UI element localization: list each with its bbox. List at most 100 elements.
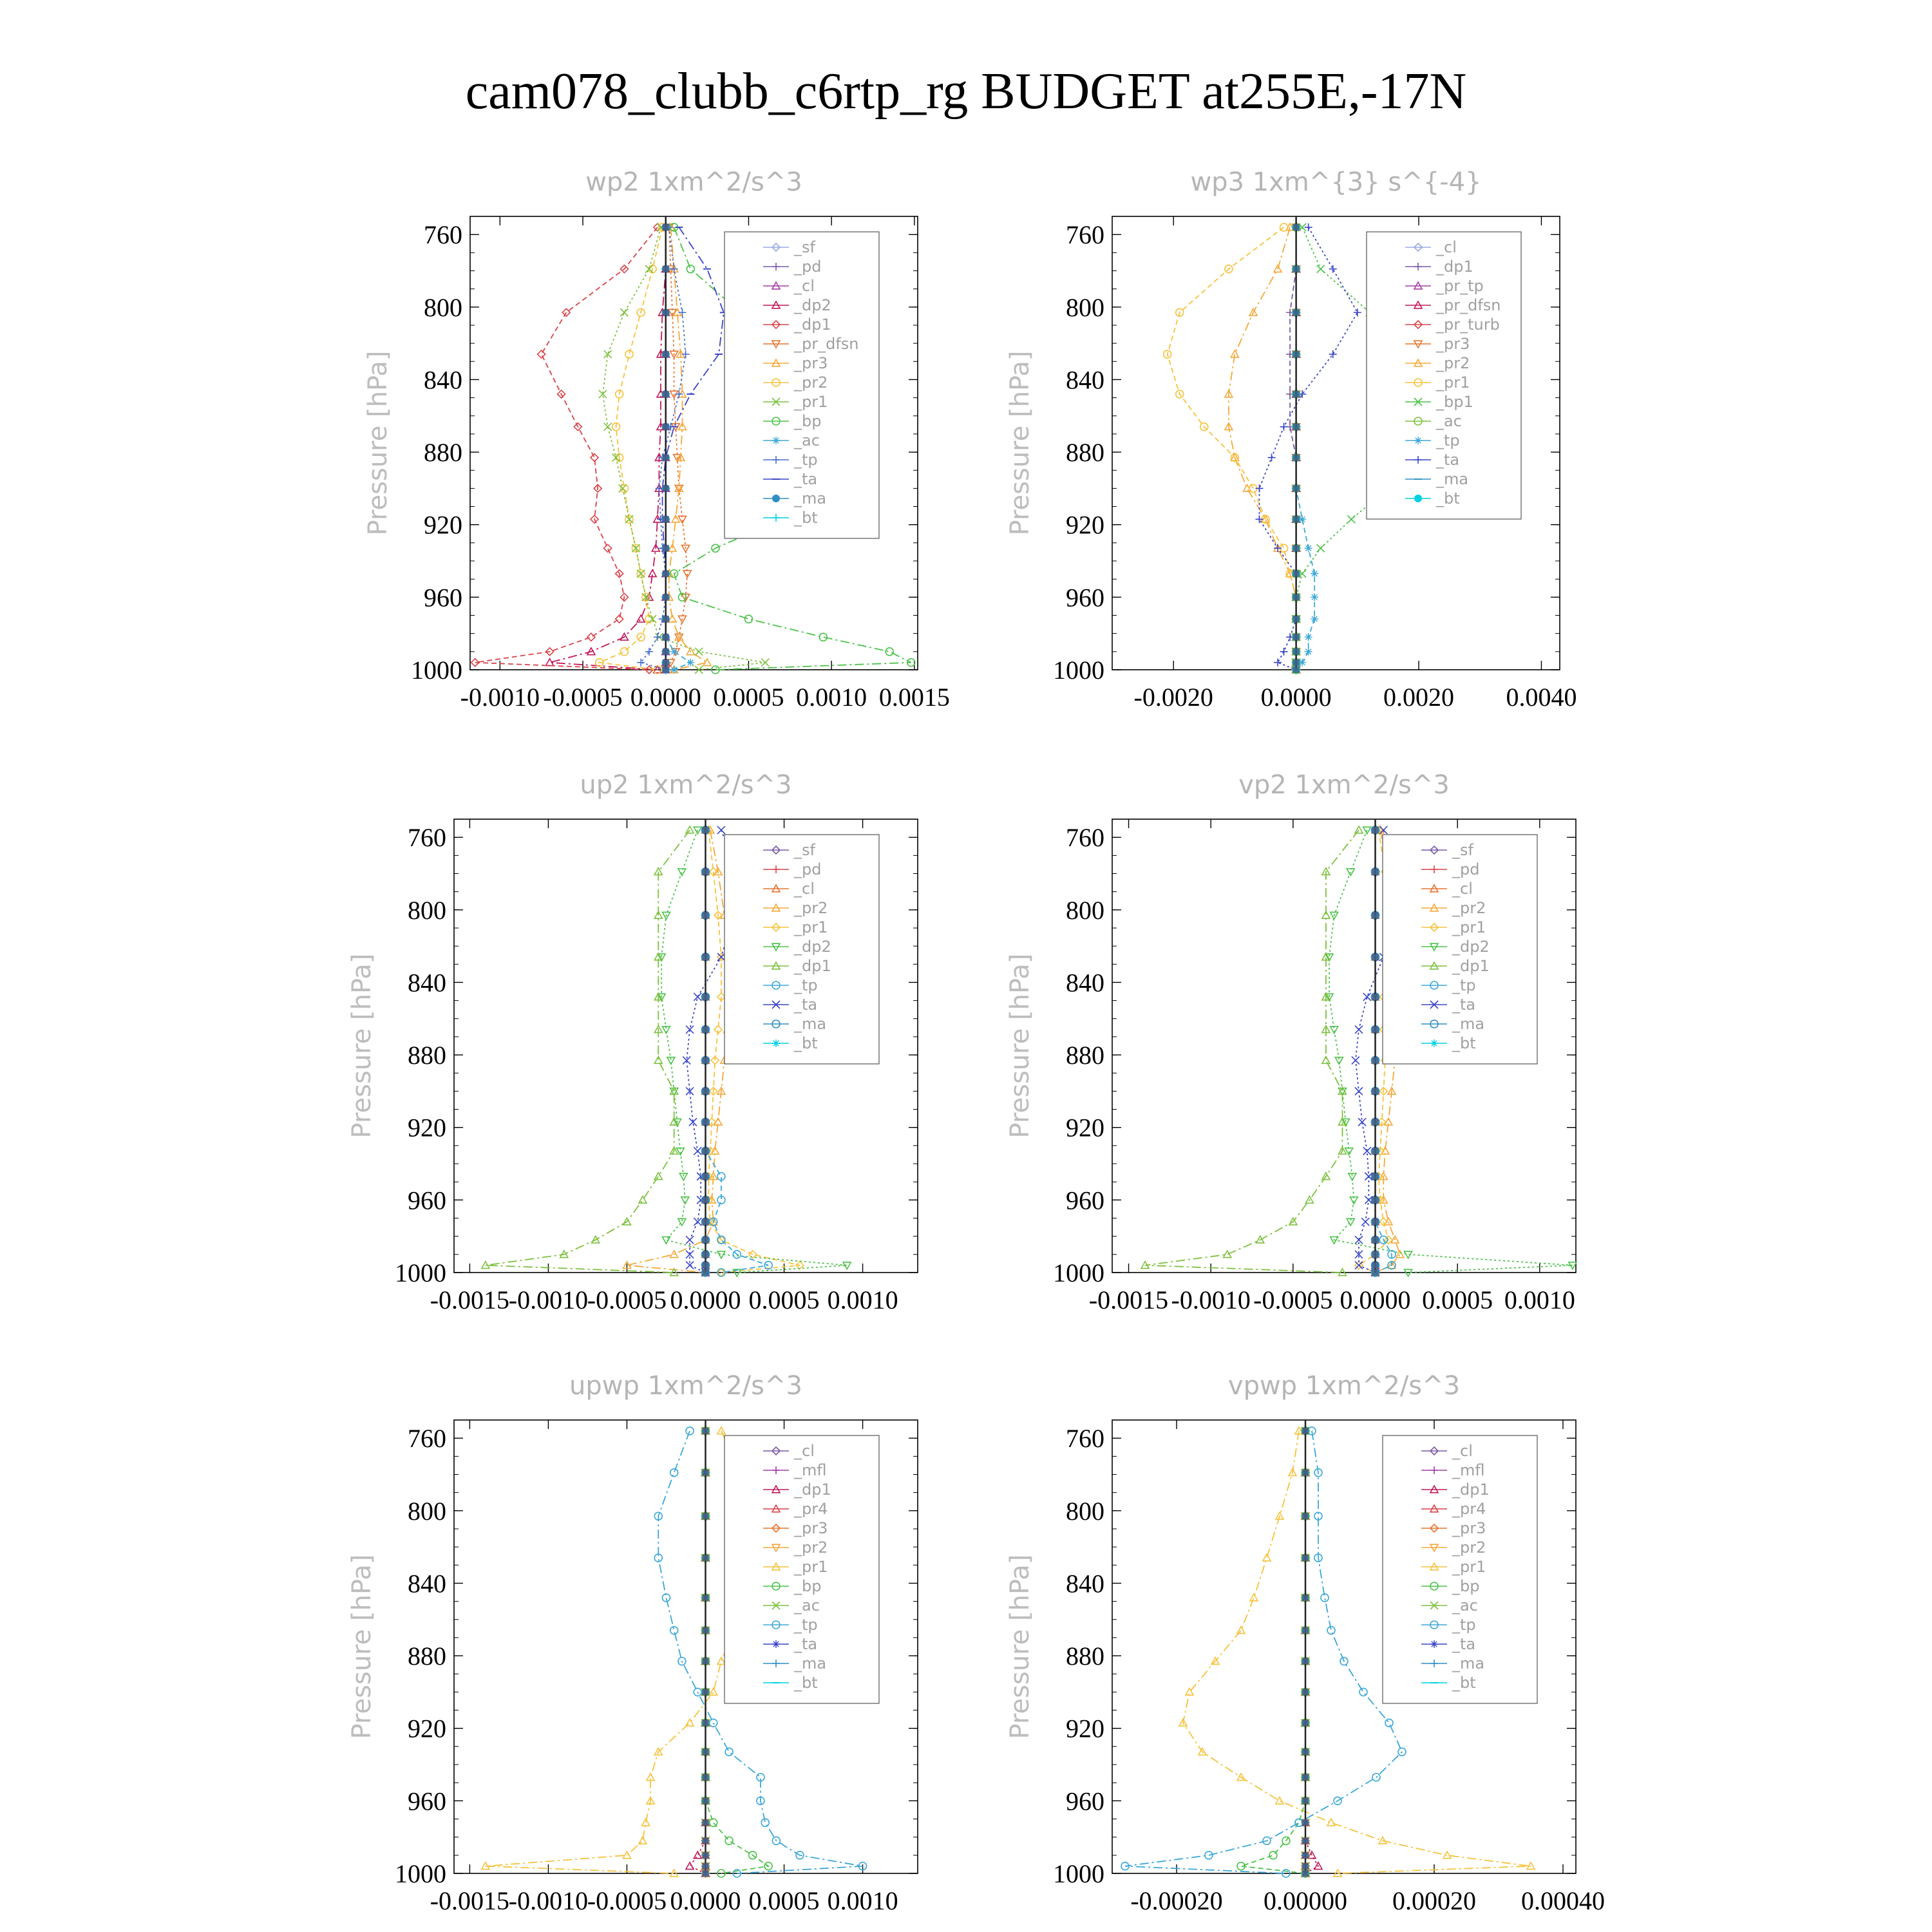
legend-marker bbox=[1413, 242, 1423, 252]
data-point bbox=[694, 665, 703, 674]
y-tick-label: 1000 bbox=[411, 656, 462, 685]
y-tick-label: 1000 bbox=[1053, 656, 1104, 685]
data-point bbox=[1329, 1026, 1340, 1035]
x-tick-label: -0.0010 bbox=[509, 1886, 588, 1915]
data-point bbox=[645, 647, 653, 656]
bt-marker bbox=[1372, 993, 1379, 1000]
data-point bbox=[1311, 593, 1319, 601]
data-point bbox=[636, 614, 646, 623]
bt-marker bbox=[662, 423, 669, 430]
data-point bbox=[1334, 1056, 1344, 1066]
data-point bbox=[667, 543, 677, 552]
data-point bbox=[653, 1171, 663, 1180]
x-tick-label: -0.0020 bbox=[1134, 683, 1213, 712]
bt-marker bbox=[1372, 1026, 1379, 1033]
data-point bbox=[620, 592, 629, 602]
data-point bbox=[1304, 223, 1312, 231]
data-point bbox=[685, 1861, 695, 1870]
legend-marker bbox=[772, 1039, 780, 1047]
data-point bbox=[589, 515, 600, 524]
bt-marker bbox=[1372, 1269, 1379, 1276]
series-tp bbox=[1121, 1426, 1406, 1878]
data-point bbox=[686, 264, 696, 274]
data-point bbox=[1327, 1625, 1336, 1635]
data-point bbox=[1397, 1747, 1406, 1757]
bt-marker bbox=[662, 667, 669, 673]
legend-marker bbox=[1430, 1019, 1439, 1028]
legend-marker bbox=[1429, 1562, 1439, 1571]
legend-label: _ma bbox=[1452, 1654, 1484, 1672]
data-point bbox=[678, 308, 687, 317]
data-point bbox=[685, 1235, 694, 1244]
data-point bbox=[681, 544, 690, 553]
bt-marker bbox=[1293, 659, 1300, 666]
bt-marker bbox=[1302, 1658, 1309, 1665]
data-point bbox=[653, 992, 663, 1001]
legend-marker bbox=[1429, 884, 1439, 893]
plot-frame bbox=[469, 216, 918, 670]
data-point bbox=[653, 867, 663, 876]
data-point bbox=[1313, 1861, 1323, 1870]
data-point bbox=[1344, 1147, 1354, 1156]
data-point bbox=[622, 1850, 632, 1859]
bt-marker bbox=[702, 1748, 709, 1756]
data-point bbox=[1280, 647, 1288, 656]
data-point bbox=[1387, 1260, 1396, 1270]
legend-label: _tp bbox=[793, 1616, 818, 1634]
x-tick-label: -0.0005 bbox=[587, 1285, 667, 1314]
legend-marker bbox=[1414, 397, 1423, 406]
legend-label: _pr_tp bbox=[1435, 277, 1484, 295]
data-point bbox=[1236, 1625, 1246, 1634]
data-point bbox=[1354, 1260, 1364, 1270]
y-tick-label: 840 bbox=[1066, 968, 1104, 997]
y-tick-label: 1000 bbox=[395, 1859, 446, 1888]
legend-label: _cl bbox=[793, 277, 815, 295]
bt-marker bbox=[702, 1870, 709, 1877]
x-tick-label: 0.00000 bbox=[1264, 1886, 1347, 1915]
data-point bbox=[670, 514, 681, 523]
data-point bbox=[677, 422, 687, 431]
legend-label: _cl bbox=[793, 1442, 815, 1460]
data-point bbox=[677, 592, 687, 602]
legend-label: _pr_dfsn bbox=[793, 335, 859, 353]
data-point bbox=[1230, 452, 1240, 462]
y-tick-label: 960 bbox=[1066, 1786, 1104, 1815]
x-tick-label: 0.0005 bbox=[1422, 1285, 1493, 1314]
data-point bbox=[1280, 422, 1288, 431]
legend-marker bbox=[1430, 1039, 1438, 1047]
data-point bbox=[636, 569, 645, 578]
legend-label: _pr4 bbox=[1452, 1500, 1486, 1518]
series-dp1 bbox=[1140, 825, 1364, 1276]
legend-marker bbox=[771, 943, 781, 952]
legend-marker bbox=[1413, 358, 1423, 367]
data-point bbox=[764, 1861, 773, 1871]
legend-marker bbox=[772, 1660, 780, 1667]
data-point bbox=[680, 1196, 690, 1206]
panels: wp2 1xm^2/s^3 Pressure [hPa] 760 800 840 880 9… bbox=[347, 167, 1605, 1915]
data-point bbox=[672, 1118, 682, 1127]
data-point bbox=[631, 544, 641, 553]
x-tick-label: 0.0005 bbox=[749, 1886, 820, 1915]
series-line bbox=[485, 1430, 753, 1874]
data-point bbox=[1321, 952, 1331, 961]
data-point bbox=[1230, 453, 1240, 462]
data-point bbox=[1282, 1836, 1291, 1846]
y-tick-label: 800 bbox=[1066, 293, 1104, 322]
legend-label: _dp1 bbox=[793, 316, 831, 334]
legend-label: _pr2 bbox=[793, 374, 828, 392]
data-point bbox=[622, 1217, 632, 1226]
data-point bbox=[1316, 265, 1325, 274]
bt-marker bbox=[1372, 1262, 1379, 1269]
data-point bbox=[480, 1861, 491, 1870]
bt-marker bbox=[1302, 1748, 1309, 1756]
legend-marker bbox=[771, 358, 781, 367]
x-tick-label: 0.0000 bbox=[1340, 1285, 1411, 1314]
data-point bbox=[1329, 350, 1337, 359]
data-point bbox=[645, 1795, 656, 1804]
data-point bbox=[667, 614, 677, 623]
data-point bbox=[653, 1055, 663, 1065]
data-point bbox=[1403, 1269, 1413, 1278]
data-point bbox=[653, 1025, 663, 1034]
bt-marker bbox=[1293, 648, 1300, 655]
data-point bbox=[1224, 264, 1233, 274]
